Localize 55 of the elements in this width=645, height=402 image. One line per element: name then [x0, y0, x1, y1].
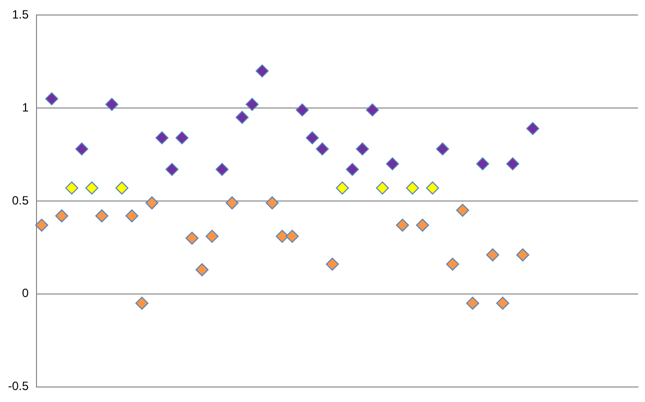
- point: [115, 181, 128, 194]
- point: [276, 230, 289, 243]
- point: [256, 64, 269, 78]
- point: [506, 157, 520, 170]
- point: [95, 209, 108, 222]
- point: [75, 142, 88, 156]
- point: [406, 181, 420, 194]
- y-tick-label: -0.5: [8, 379, 29, 394]
- y-tick-label: 1: [22, 100, 29, 114]
- point: [396, 218, 409, 232]
- point: [125, 209, 138, 222]
- point: [316, 142, 329, 156]
- point: [246, 98, 259, 111]
- point: [436, 142, 450, 156]
- point: [165, 162, 178, 176]
- point: [336, 181, 349, 194]
- point: [286, 230, 299, 243]
- point: [456, 204, 470, 217]
- point: [516, 248, 530, 262]
- point: [196, 263, 209, 276]
- point: [486, 248, 500, 262]
- point: [466, 296, 480, 310]
- point: [135, 296, 148, 310]
- point: [296, 103, 309, 116]
- point: [85, 181, 98, 194]
- point: [526, 122, 540, 136]
- point: [105, 98, 118, 111]
- point: [45, 92, 58, 106]
- y-tick-label: 0: [22, 286, 29, 300]
- point: [65, 181, 78, 194]
- point: [206, 230, 219, 243]
- point: [446, 258, 460, 271]
- point: [496, 296, 510, 310]
- y-tick-label: 0.5: [12, 193, 29, 208]
- point: [416, 218, 430, 232]
- point: [186, 232, 199, 245]
- point: [226, 196, 239, 210]
- point: [476, 157, 490, 170]
- point: [386, 157, 399, 170]
- point: [236, 110, 249, 124]
- point: [426, 181, 440, 194]
- point: [366, 103, 379, 116]
- point: [145, 196, 158, 210]
- point: [55, 209, 68, 222]
- point: [346, 162, 359, 176]
- point: [216, 162, 229, 176]
- point: [266, 196, 279, 210]
- point: [306, 131, 319, 144]
- point: [326, 258, 339, 271]
- point: [356, 142, 369, 156]
- point: [35, 218, 48, 232]
- y-tick-label: 1.5: [12, 8, 29, 22]
- point: [376, 181, 389, 194]
- point: [176, 131, 188, 144]
- point: [155, 131, 168, 144]
